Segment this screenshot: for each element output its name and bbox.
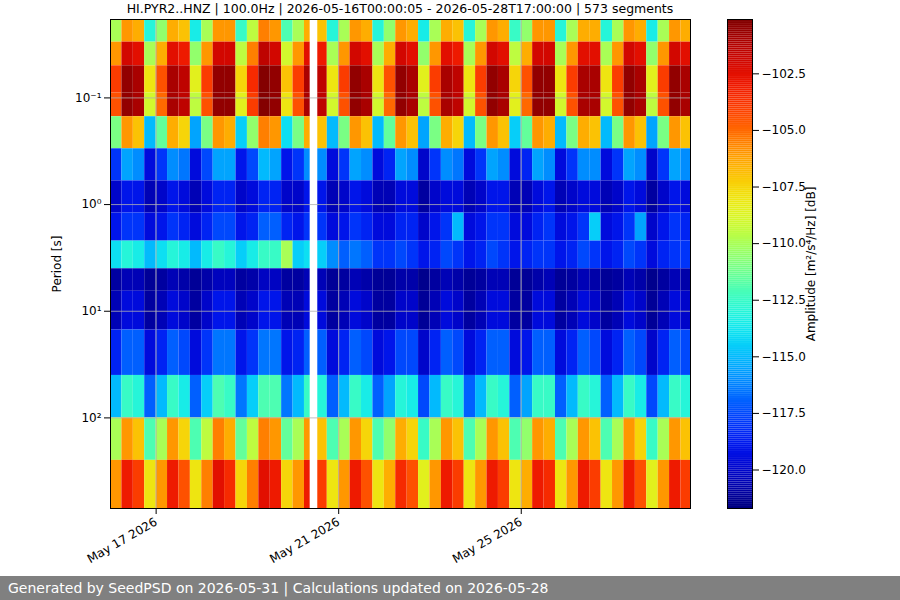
- html-text:Generated by SeedPSD on 2026-0: Generated by SeedPSD on 2026-05-31 | Cal…: [8, 580, 549, 596]
- svg-text:10²: 10²: [81, 411, 101, 425]
- svg-text:Period [s]: Period [s]: [50, 236, 64, 293]
- svg-text:May 17 2026: May 17 2026: [85, 515, 160, 566]
- svg-text:Amplitude [m²/s⁴/Hz] [dB]: Amplitude [m²/s⁴/Hz] [dB]: [804, 187, 818, 342]
- svg-text:−110.0: −110.0: [762, 236, 806, 250]
- svg-text:−102.5: −102.5: [762, 67, 806, 81]
- svg-text:−115.0: −115.0: [762, 350, 806, 364]
- svg-text:−105.0: −105.0: [762, 123, 806, 137]
- svg-text:−107.5: −107.5: [762, 180, 806, 194]
- svg-text:−117.5: −117.5: [762, 406, 806, 420]
- svg-text:10⁻¹: 10⁻¹: [75, 91, 102, 105]
- svg-text:May 21 2026: May 21 2026: [267, 515, 342, 566]
- svg-text:−120.0: −120.0: [762, 463, 806, 477]
- svg-text:May 25 2026: May 25 2026: [450, 515, 525, 566]
- svg-text:−112.5: −112.5: [762, 293, 806, 307]
- html-text:HI.PYR2..HNZ | 100.0Hz | 2026-: HI.PYR2..HNZ | 100.0Hz | 2026-05-16T00:0…: [126, 1, 674, 16]
- svg-text:10¹: 10¹: [81, 304, 101, 318]
- svg-text:10⁰: 10⁰: [81, 197, 101, 211]
